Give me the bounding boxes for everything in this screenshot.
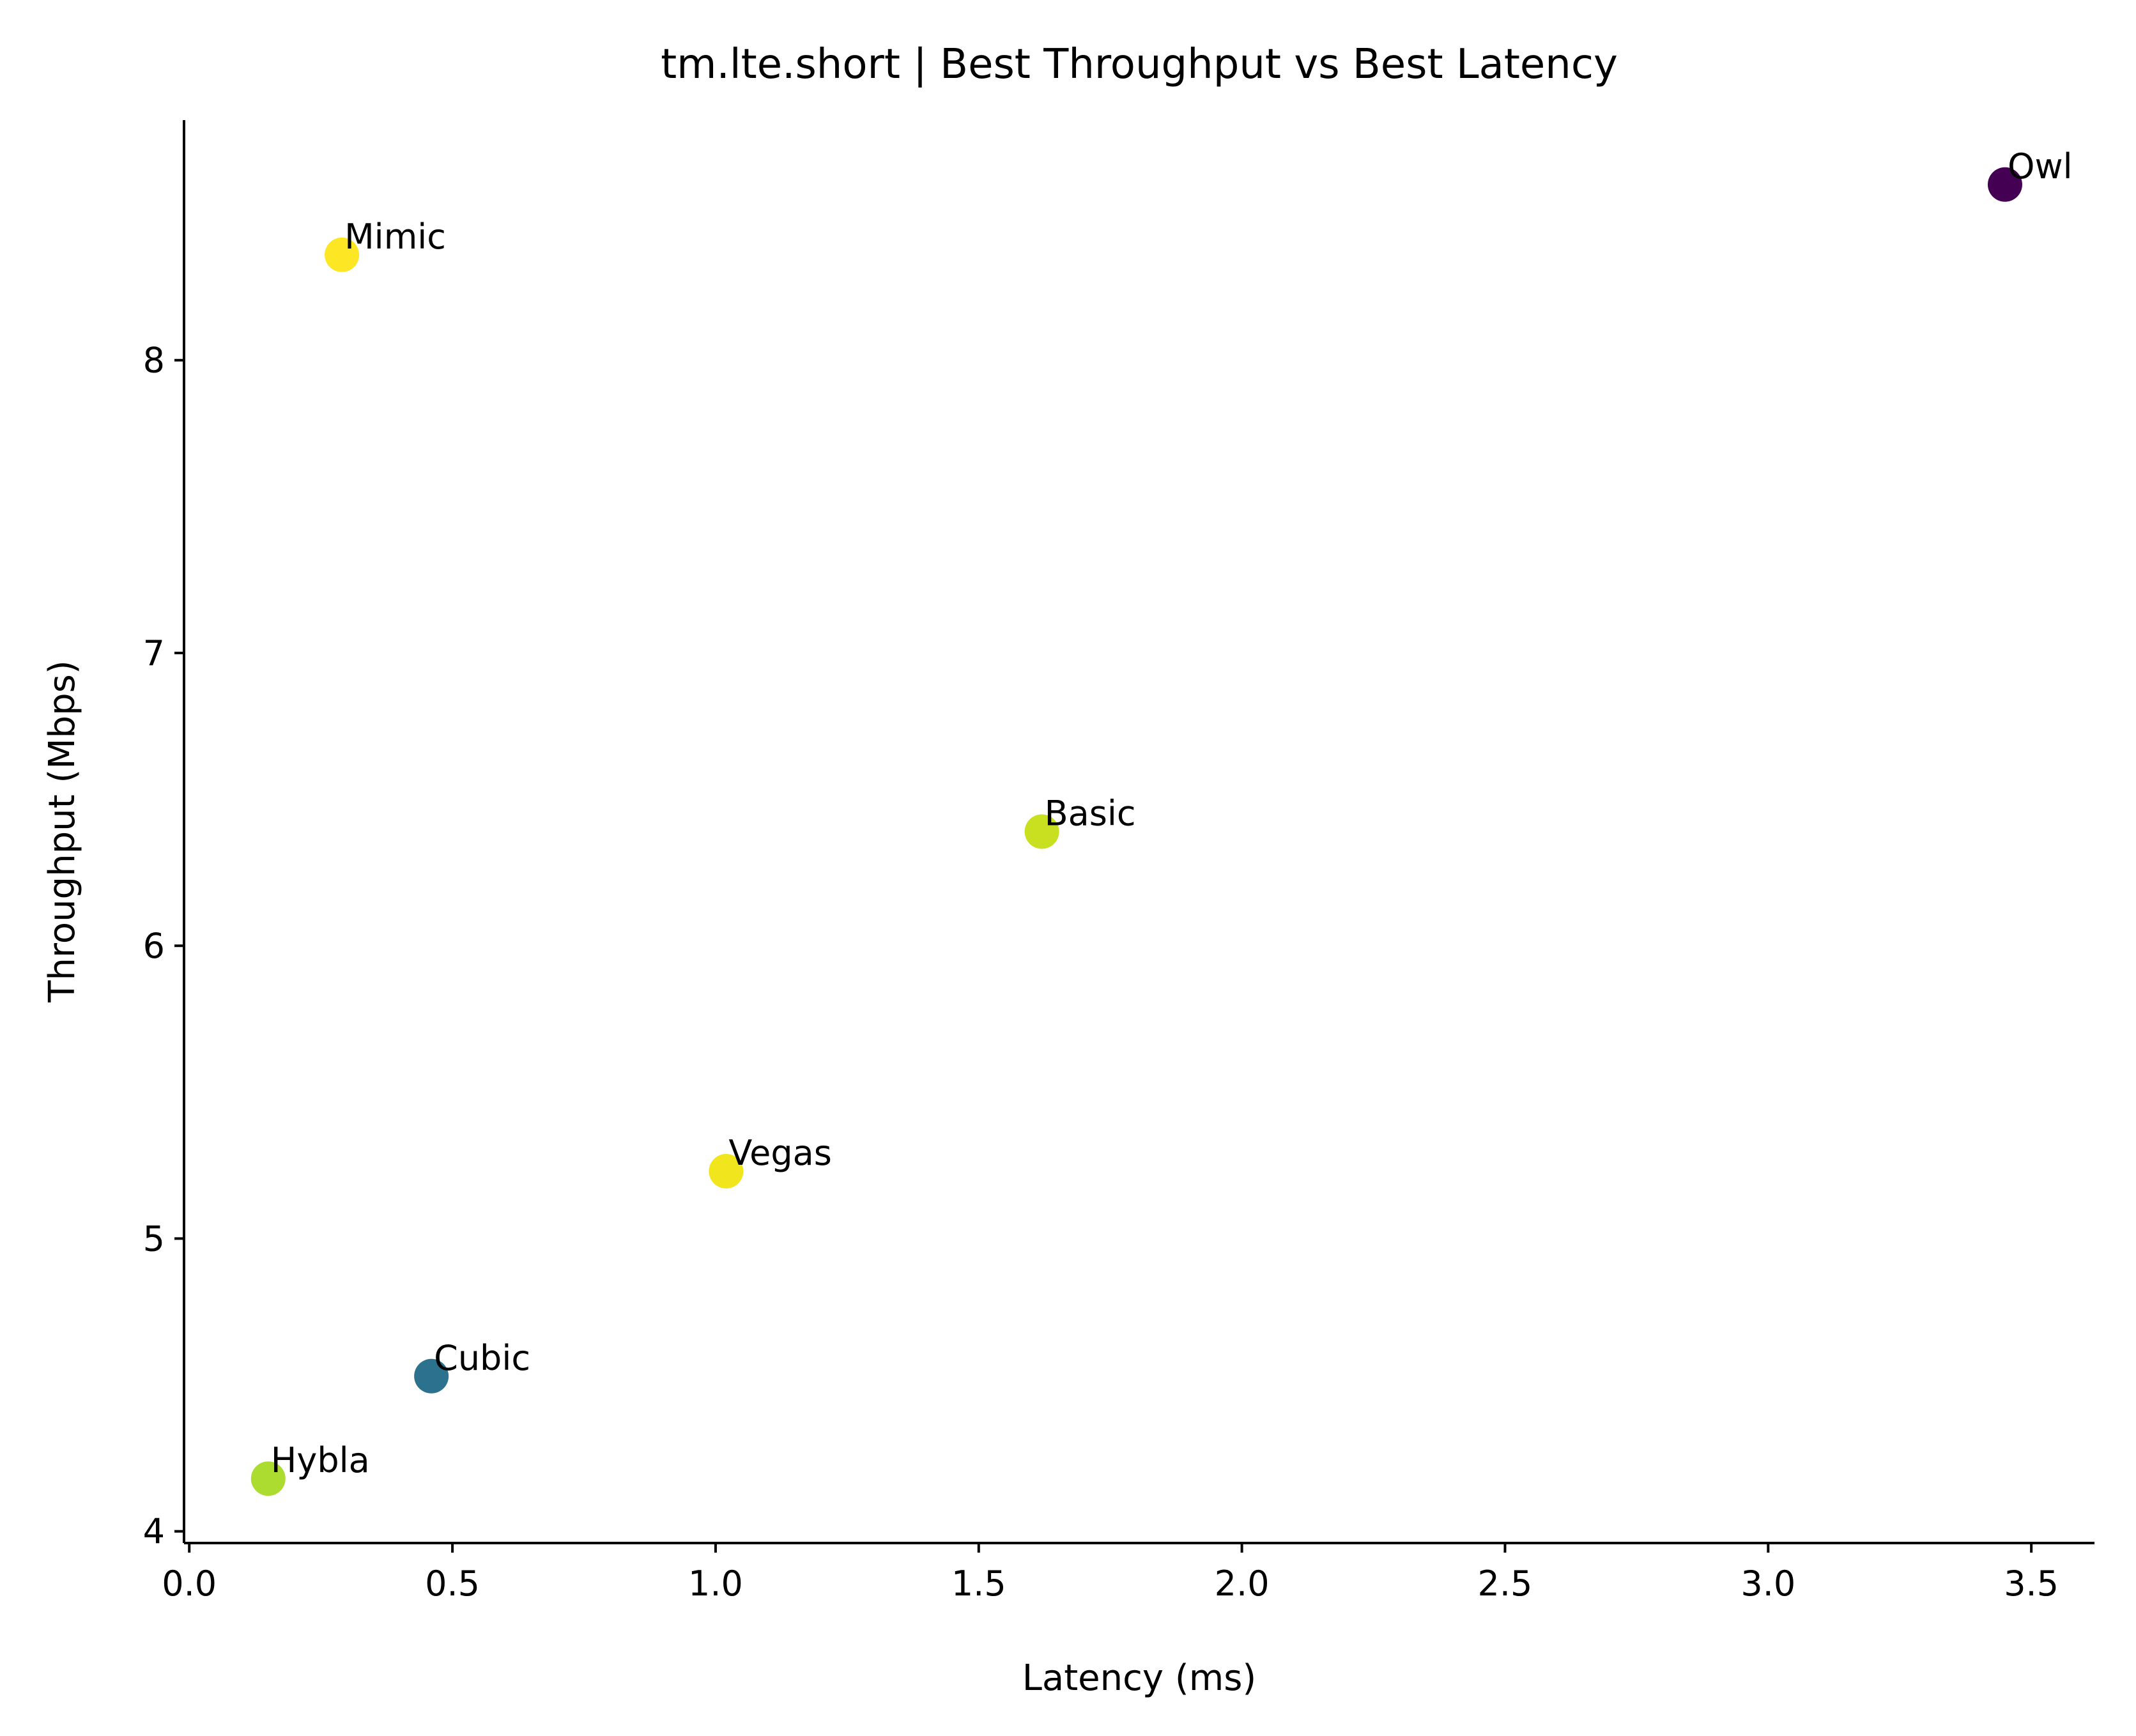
x-tick-label: 0.5 bbox=[425, 1563, 480, 1604]
x-tick-label: 3.5 bbox=[2004, 1563, 2059, 1604]
point-basic bbox=[1024, 814, 1059, 849]
point-mimic bbox=[325, 237, 360, 272]
point-label-owl: Owl bbox=[2008, 146, 2073, 187]
x-tick-label: 1.5 bbox=[951, 1563, 1006, 1604]
chart-title: tm.lte.short | Best Throughput vs Best L… bbox=[661, 41, 1618, 88]
point-vegas bbox=[709, 1154, 744, 1189]
data-points bbox=[250, 167, 2022, 1496]
x-tick-label: 1.0 bbox=[688, 1563, 743, 1604]
x-tick-label: 0.0 bbox=[162, 1563, 217, 1604]
x-axis-label: Latency (ms) bbox=[1022, 1657, 1257, 1699]
point-label-cubic: Cubic bbox=[434, 1338, 530, 1378]
y-tick-label: 4 bbox=[143, 1512, 165, 1552]
point-label-vegas: Vegas bbox=[728, 1133, 831, 1173]
x-tick-label: 2.0 bbox=[1215, 1563, 1270, 1604]
point-owl bbox=[1987, 167, 2022, 202]
y-tick-label: 8 bbox=[143, 341, 165, 381]
point-label-mimic: Mimic bbox=[344, 217, 446, 257]
y-tick-label: 6 bbox=[143, 926, 165, 966]
x-tick-label: 2.5 bbox=[1478, 1563, 1533, 1604]
x-ticks: 0.0 0.5 1.0 1.5 2.0 2.5 3.0 3.5 bbox=[162, 1543, 2059, 1604]
y-ticks: 4 5 6 7 8 bbox=[143, 341, 184, 1552]
x-tick-label: 3.0 bbox=[1740, 1563, 1795, 1604]
point-label-basic: Basic bbox=[1045, 794, 1136, 834]
y-axis-label: Throughput (Mbps) bbox=[42, 660, 83, 1002]
axes bbox=[183, 120, 2094, 1544]
y-tick-label: 7 bbox=[143, 633, 165, 673]
y-tick-label: 5 bbox=[143, 1218, 165, 1259]
point-hybla bbox=[250, 1461, 286, 1496]
point-labels: Owl Mimic Basic Vegas Cubic Hybla bbox=[271, 146, 2073, 1480]
point-cubic bbox=[414, 1358, 449, 1394]
point-label-hybla: Hybla bbox=[271, 1440, 370, 1480]
